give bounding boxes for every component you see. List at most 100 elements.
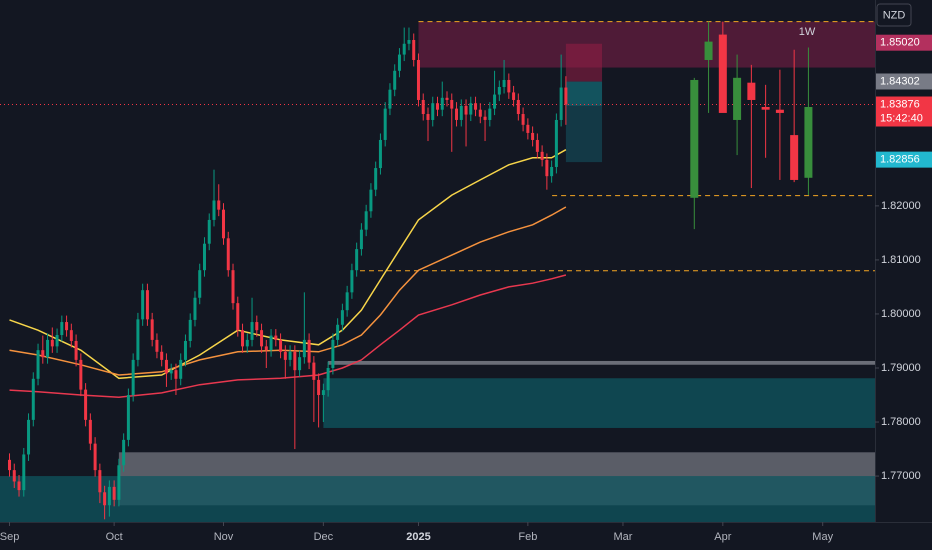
- candle-body: [535, 139, 539, 152]
- candle-body: [188, 319, 192, 341]
- candle-body: [393, 70, 397, 90]
- price-marker-label: 1.83876: [880, 98, 920, 110]
- candle-body: [117, 465, 121, 500]
- candle-body: [222, 209, 226, 239]
- candle-body: [107, 486, 111, 506]
- candle-body: [526, 124, 530, 133]
- candle-body: [226, 238, 230, 271]
- candle-body: [260, 330, 264, 347]
- candle-body: [98, 470, 102, 493]
- x-tick-label: Feb: [518, 531, 537, 543]
- x-tick-label: Nov: [214, 531, 234, 543]
- currency-box[interactable]: [876, 3, 912, 27]
- candle-body: [255, 322, 259, 331]
- candle-body: [690, 79, 699, 198]
- candle-body: [279, 339, 283, 352]
- candle-body: [350, 270, 354, 293]
- candle-body: [412, 39, 416, 60]
- y-tick-label: 1.81000: [881, 254, 921, 266]
- y-tick-label: 1.80000: [881, 308, 921, 320]
- candle-body: [436, 103, 439, 110]
- x-tick-label: Apr: [714, 531, 731, 543]
- candle-body: [55, 335, 59, 347]
- candle-body: [559, 87, 563, 120]
- timeframe-label: 1W: [799, 26, 816, 38]
- countdown: 15:42:40: [880, 112, 923, 124]
- candle-body: [88, 419, 92, 444]
- candle-body: [202, 243, 206, 271]
- candle-body: [8, 459, 12, 471]
- candle-body: [131, 359, 135, 396]
- x-tick-label: Sep: [0, 531, 19, 543]
- candle-body: [355, 249, 359, 271]
- candle-body: [493, 94, 497, 109]
- candle-body: [169, 370, 173, 374]
- candle-body: [136, 319, 140, 360]
- y-tick-label: 1.82000: [881, 200, 921, 212]
- y-tick-label: 1.77000: [881, 470, 921, 482]
- candle-body: [212, 200, 216, 220]
- candle-body: [459, 105, 463, 120]
- currency: NZD: [883, 9, 906, 21]
- candle-body: [69, 330, 73, 341]
- candle-body: [321, 390, 325, 396]
- candle-body: [31, 378, 35, 420]
- candle-body: [345, 292, 349, 311]
- candle-body: [718, 34, 727, 113]
- candle-body: [93, 443, 97, 471]
- zone: [565, 43, 603, 82]
- candle-body: [416, 59, 420, 100]
- x-tick-label: 2025: [406, 531, 430, 543]
- candle-body: [179, 359, 183, 379]
- candle-body: [469, 103, 473, 115]
- price-marker: [876, 151, 932, 168]
- candle-body: [141, 290, 145, 320]
- candle-body: [236, 303, 240, 331]
- candle-body: [521, 114, 525, 125]
- candle-body: [84, 389, 88, 420]
- price-marker: [876, 34, 932, 51]
- price-marker: [876, 73, 932, 90]
- candle-body: [298, 357, 302, 371]
- candle-body: [426, 114, 430, 120]
- candle-body: [402, 43, 406, 55]
- candle-body: [550, 166, 554, 177]
- candle-body: [421, 99, 425, 115]
- candle-body: [22, 454, 26, 491]
- candle-body: [41, 350, 45, 358]
- candle-body: [369, 189, 373, 212]
- candle-body: [231, 270, 235, 304]
- candle-body: [288, 351, 292, 360]
- candle-body: [502, 79, 506, 87]
- candle-body: [198, 270, 202, 298]
- candle-body: [269, 335, 273, 351]
- candle-body: [531, 132, 535, 140]
- zone: [565, 81, 603, 106]
- candle-body: [150, 319, 154, 340]
- candle-body: [733, 77, 742, 120]
- x-tick-label: Oct: [106, 531, 123, 543]
- candle-body: [488, 108, 492, 120]
- candle-body: [264, 346, 268, 351]
- candle-body: [274, 335, 278, 340]
- candle-body: [483, 116, 487, 120]
- price-marker: [876, 96, 932, 127]
- candle-body: [478, 109, 482, 117]
- x-tick-label: Dec: [314, 531, 334, 543]
- zone: [565, 105, 603, 163]
- candle-body: [183, 340, 187, 360]
- ma-line: [9, 206, 567, 376]
- candle-body: [250, 322, 254, 340]
- candle-body: [545, 159, 549, 177]
- y-tick-label: 1.78000: [881, 416, 921, 428]
- candle-body: [126, 395, 130, 440]
- candle-body: [312, 362, 316, 380]
- candle-body: [331, 339, 335, 368]
- candle-body: [364, 211, 368, 230]
- candle-body: [564, 87, 568, 105]
- candle-body: [397, 54, 401, 71]
- candle-body: [512, 92, 516, 100]
- candle-body: [122, 439, 126, 466]
- candle-body: [193, 297, 197, 320]
- candle-body: [74, 340, 78, 360]
